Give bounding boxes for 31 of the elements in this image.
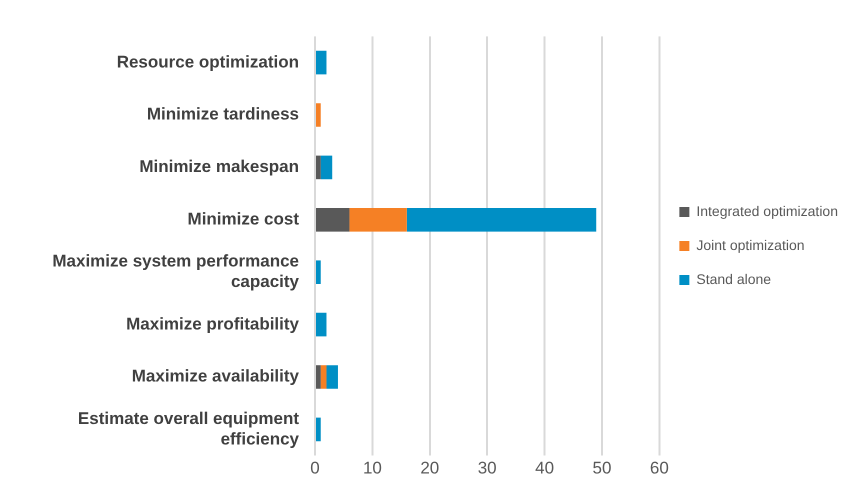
x-tick-label: 50: [592, 458, 612, 478]
bar: [406, 208, 596, 232]
y-tick-label: Maximize system performance capacity: [52, 252, 300, 292]
bar: [349, 208, 407, 232]
y-tick-label: Maximize availability: [132, 366, 300, 386]
x-tick-label: 0: [310, 458, 320, 478]
y-tick-label: Resource optimization: [116, 52, 299, 72]
y-tick-label: Minimize tardiness: [146, 104, 299, 124]
bar: [326, 365, 338, 389]
bar: [316, 260, 321, 284]
bar: [316, 418, 321, 442]
bar: [316, 50, 326, 74]
bar: [316, 156, 321, 180]
bar: [316, 365, 321, 389]
x-tick-label: 40: [535, 458, 554, 478]
bar: [320, 156, 332, 180]
y-tick-label: Minimize makespan: [139, 157, 299, 176]
bar: [320, 365, 326, 389]
legend-label: Joint optimization: [696, 236, 805, 253]
x-tick-label: 20: [420, 458, 440, 478]
bar: [316, 208, 350, 232]
x-tick-label: 10: [362, 458, 382, 478]
bar: [316, 312, 326, 336]
x-tick-label: 30: [478, 458, 497, 478]
y-tick-label: Minimize cost: [188, 209, 300, 228]
y-tick-label: Estimate overall equipment efficiency: [78, 408, 300, 448]
bar: [316, 103, 321, 127]
x-tick-label: 60: [650, 458, 669, 478]
y-tick-label: Maximize profitability: [126, 314, 300, 334]
legend-label: Integrated optimization: [696, 202, 838, 219]
legend-label: Stand alone: [696, 270, 772, 287]
